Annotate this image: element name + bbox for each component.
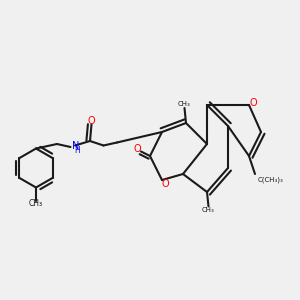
Text: C(CH₃)₃: C(CH₃)₃: [258, 177, 284, 183]
Text: H: H: [74, 146, 80, 155]
Text: CH₃: CH₃: [202, 207, 215, 213]
Text: CH₃: CH₃: [178, 101, 191, 107]
Text: O: O: [250, 98, 257, 108]
Text: CH₃: CH₃: [29, 200, 43, 208]
Text: N: N: [72, 141, 80, 152]
Text: O: O: [161, 178, 169, 189]
Text: O: O: [87, 116, 95, 127]
Text: O: O: [134, 144, 141, 154]
